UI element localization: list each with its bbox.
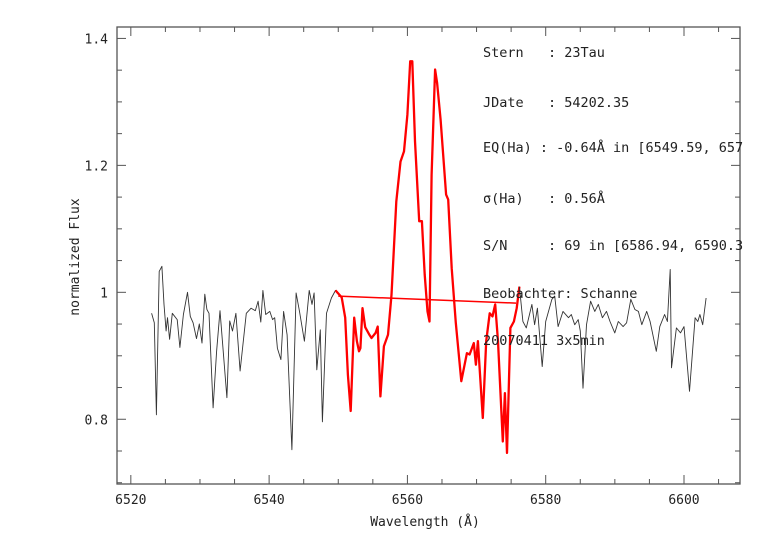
- annotation-observer: Beobachter: Schanne: [483, 286, 637, 302]
- x-tick-label: 6580: [530, 493, 561, 508]
- axis-ticks: [117, 27, 740, 484]
- x-axis-label: Wavelength (Å): [370, 514, 480, 530]
- x-tick-label: 6540: [253, 493, 284, 508]
- x-tick-label: 6520: [115, 493, 146, 508]
- x-tick-label: 6560: [392, 493, 423, 508]
- series-group: [151, 60, 707, 455]
- y-tick-label: 1.4: [85, 32, 109, 47]
- y-axis-label: normalized Flux: [68, 198, 83, 316]
- annotation-snr: S/N : 69 in [6586.94, 6590.3: [483, 238, 743, 254]
- annotation-jdate: JDate : 54202.35: [483, 95, 629, 111]
- spectrum-red-side: [518, 269, 707, 392]
- y-tick-label: 1: [100, 286, 108, 301]
- annotation-eq-ha: EQ(Ha) : -0.64Å in [6549.59, 657: [483, 139, 743, 156]
- annotations: Stern : 23Tau JDate : 54202.35 EQ(Ha) : …: [483, 45, 743, 349]
- annotation-date-exposure: 20070411 3x5min: [483, 333, 605, 349]
- x-tick-labels: 6520 6540 6560 6580 6600: [115, 493, 699, 508]
- y-tick-label: 1.2: [85, 159, 108, 174]
- plot-frame: [116, 26, 741, 485]
- continuum-fit-line: [338, 295, 517, 304]
- x-tick-label: 6600: [668, 493, 699, 508]
- spectrum-h-alpha-region: [334, 60, 521, 455]
- y-tick-label: 0.8: [85, 413, 108, 428]
- annotation-star: Stern : 23Tau: [483, 45, 605, 61]
- spectrum-blue-side: [151, 265, 343, 451]
- annotation-sigma-ha: σ(Ha) : 0.56Å: [483, 190, 605, 207]
- y-tick-labels: 0.8 1 1.2 1.4: [85, 32, 109, 428]
